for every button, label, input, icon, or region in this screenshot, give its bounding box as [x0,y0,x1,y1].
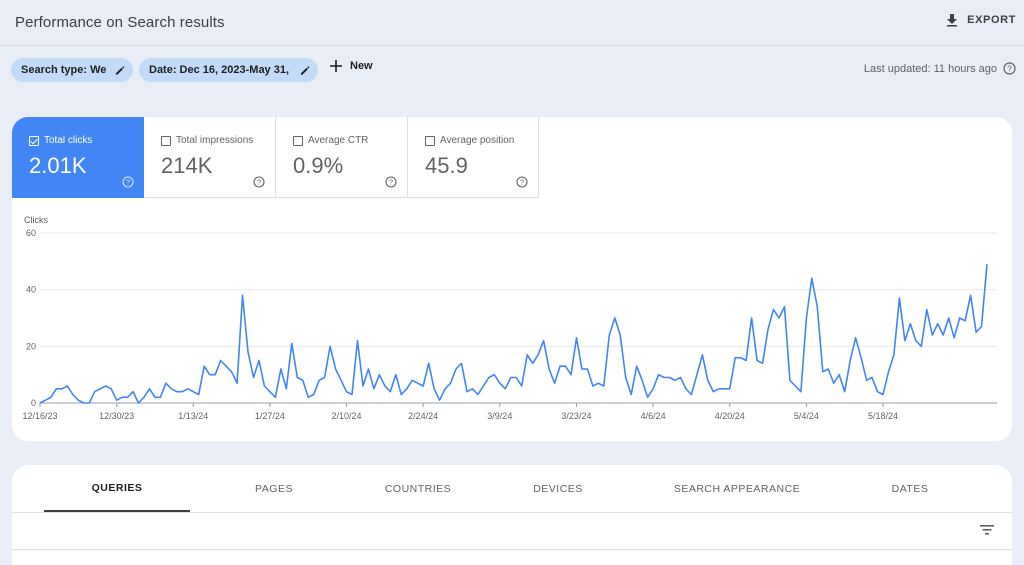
tab-devices[interactable]: DEVICES [533,482,583,495]
checkbox-icon[interactable] [161,135,171,146]
help-icon[interactable]: ? [1003,62,1016,75]
x-tick-label: 4/20/24 [715,411,745,421]
pencil-icon [115,65,125,75]
download-icon [947,14,958,27]
svg-text:?: ? [1007,64,1012,73]
metric-average-position[interactable]: Average position 45.9 ? [408,117,539,198]
tab-dates[interactable]: DATES [891,482,929,495]
help-icon[interactable]: ? [516,176,528,188]
x-tick-label: 12/30/23 [99,411,134,421]
x-tick-label: 1/13/24 [178,411,208,421]
metric-label: Average CTR [308,135,369,146]
checkbox-icon[interactable] [29,135,39,146]
metric-label: Average position [440,135,515,146]
date-chip[interactable]: Date: Dec 16, 2023-May 31, ... [139,58,318,82]
tab-countries[interactable]: COUNTRIES [384,482,452,495]
svg-text:?: ? [520,178,524,187]
x-tick-label: 3/23/24 [561,411,591,421]
metric-value: 45.9 [425,153,468,178]
metric-value: 0.9% [293,153,344,178]
date-label: Date: Dec 16, 2023-May 31, ... [149,64,292,76]
tab-queries[interactable]: QUERIES [44,465,190,512]
metric-value: 2.01K [29,153,87,178]
tab-pages[interactable]: PAGES [255,482,293,495]
y-tick-label: 60 [26,228,36,238]
x-tick-label: 2/10/24 [332,411,362,421]
metric-total-impressions[interactable]: Total impressions 214K ? [144,117,276,198]
page-title: Performance on Search results [15,14,225,31]
tab-bar: QUERIES PAGES COUNTRIES DEVICES SEARCH A… [12,465,1012,512]
svg-text:?: ? [126,178,130,187]
checkbox-icon[interactable] [425,135,435,146]
y-axis-label: Clicks [24,215,48,225]
header-bar: Performance on Search results EXPORT [0,0,1024,46]
metric-value: 214K [161,153,213,178]
metric-total-clicks[interactable]: Total clicks 2.01K ? [12,117,144,198]
x-tick-label: 2/24/24 [408,411,438,421]
last-updated: Last updated: 11 hours ago ? [864,62,1016,75]
help-icon[interactable]: ? [253,176,265,188]
y-tick-label: 0 [31,398,36,408]
y-tick-label: 40 [26,285,36,295]
filter-bar: Search type: Web Date: Dec 16, 2023-May … [0,56,1024,84]
x-tick-label: 1/27/24 [255,411,285,421]
clicks-series-line [39,264,988,404]
svg-text:?: ? [389,178,393,187]
dimension-tabs-card: QUERIES PAGES COUNTRIES DEVICES SEARCH A… [12,465,1012,565]
export-button[interactable]: EXPORT [945,13,1016,27]
checkbox-icon[interactable] [293,135,303,146]
metric-average-ctr[interactable]: Average CTR 0.9% ? [276,117,408,198]
filter-rows-icon[interactable] [979,523,995,537]
metric-label: Total clicks [44,135,93,146]
svg-text:?: ? [257,178,261,187]
help-icon[interactable]: ? [385,176,397,188]
new-label: New [350,60,373,72]
x-tick-label: 5/18/24 [868,411,898,421]
pencil-icon [300,65,310,75]
plus-icon [330,60,342,72]
x-tick-label: 3/9/24 [487,411,512,421]
x-tick-label: 12/16/23 [22,411,57,421]
x-tick-label: 4/6/24 [641,411,666,421]
tabs-divider [12,512,1012,513]
metric-label: Total impressions [176,135,254,146]
last-updated-text: Last updated: 11 hours ago [863,62,997,75]
new-filter-button[interactable]: New [330,60,373,72]
export-label: EXPORT [967,14,1016,26]
help-icon[interactable]: ? [122,176,134,188]
x-tick-label: 5/4/24 [794,411,819,421]
table-divider [12,549,1012,550]
performance-chart-card: Total clicks 2.01K ? Total impressions 2… [12,117,1012,441]
search-type-label: Search type: Web [21,64,107,76]
search-type-chip[interactable]: Search type: Web [11,58,133,82]
y-tick-label: 20 [26,341,36,351]
clicks-line-chart[interactable]: Clicks 0 20 40 60 12/16/23 12/30/23 1/13/24 1/27… [12,213,1012,433]
tab-search-appearance[interactable]: SEARCH APPEARANCE [673,482,801,495]
